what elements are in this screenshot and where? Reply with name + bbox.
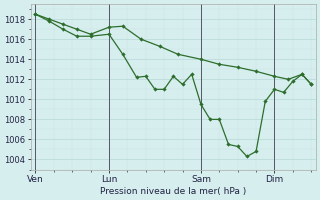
X-axis label: Pression niveau de la mer( hPa ): Pression niveau de la mer( hPa ) [100,187,246,196]
